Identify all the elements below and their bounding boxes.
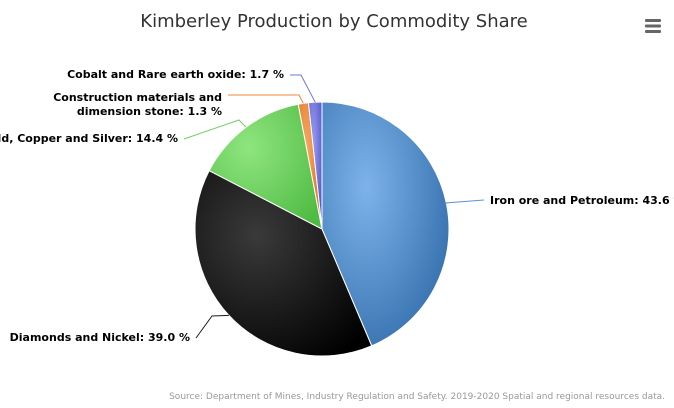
slice-labels: Iron ore and Petroleum: 43.6 % Diamonds a… xyxy=(0,68,674,344)
menu-button[interactable] xyxy=(645,18,663,34)
connector-line xyxy=(228,94,304,104)
pie-slice-diamonds-and-nickel[interactable] xyxy=(194,169,373,357)
connector-line xyxy=(183,119,247,140)
slice-label: Iron ore and Petroleum: 43.6 % xyxy=(490,194,674,207)
chart-credit[interactable]: Source: Department of Mines, Industry Re… xyxy=(169,392,665,402)
connector-line xyxy=(290,74,316,103)
connector-line xyxy=(195,314,229,339)
pie-slice-gold-copper-and-silver[interactable] xyxy=(208,103,323,230)
slice-label: Diamonds and Nickel: 39.0 % xyxy=(10,331,190,344)
connector-line xyxy=(444,199,485,205)
slice-label: Cobalt and Rare earth oxide: 1.7 % xyxy=(67,68,284,81)
chart-title: Kimberley Production by Commodity Share xyxy=(140,11,527,32)
slice-label: Construction materials and dimension ston… xyxy=(53,91,222,118)
connector-lines xyxy=(183,74,485,339)
pie-slices xyxy=(194,101,450,357)
slice-label: Gold, Copper and Silver: 14.4 % xyxy=(0,132,178,145)
